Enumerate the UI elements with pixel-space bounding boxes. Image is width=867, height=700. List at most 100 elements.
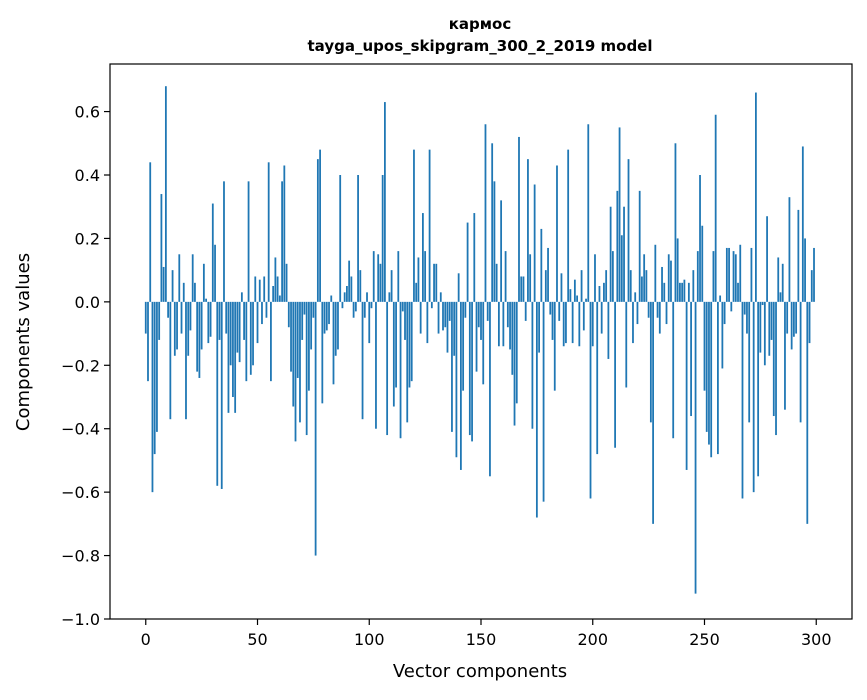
bar-77 <box>316 159 319 302</box>
x-tick-label: 100 <box>354 630 385 649</box>
bar-38 <box>229 301 232 366</box>
y-tick-label: 0.6 <box>75 103 100 122</box>
x-tick-label: 250 <box>689 630 720 649</box>
bar-125 <box>424 251 427 302</box>
bar-288 <box>788 197 791 302</box>
bar-31 <box>214 244 216 302</box>
bar-78 <box>319 149 321 302</box>
bar-224 <box>645 270 648 302</box>
bar-248 <box>699 175 701 302</box>
bar-114 <box>399 301 402 439</box>
bar-216 <box>627 159 630 302</box>
bar-40 <box>234 301 237 413</box>
bar-282 <box>775 301 777 436</box>
bar-274 <box>757 301 760 477</box>
bar-89 <box>343 292 346 302</box>
bar-144 <box>466 222 469 302</box>
bar-128 <box>430 301 433 309</box>
bar-121 <box>415 282 418 302</box>
bar-30 <box>211 203 214 302</box>
bar-117 <box>406 301 409 423</box>
bar-265 <box>737 282 739 302</box>
bar-246 <box>694 301 697 594</box>
bar-159 <box>500 200 503 302</box>
bar-192 <box>573 279 576 302</box>
y-tick-label: −0.4 <box>61 420 100 439</box>
x-tick-label: 150 <box>466 630 497 649</box>
bar-103 <box>375 301 377 429</box>
bar-58 <box>274 257 277 302</box>
bar-21 <box>191 254 194 302</box>
bar-245 <box>692 270 695 302</box>
bar-7 <box>160 194 163 302</box>
bar-280 <box>770 301 773 340</box>
y-axis-label: Components values <box>13 253 34 431</box>
bar-171 <box>527 159 529 302</box>
bar-239 <box>679 282 681 302</box>
bar-244 <box>690 301 692 417</box>
bar-126 <box>426 301 429 344</box>
bar-99 <box>366 292 368 302</box>
bar-148 <box>475 301 478 372</box>
bar-266 <box>739 244 742 302</box>
bar-80 <box>323 301 326 334</box>
bar-149 <box>477 301 480 328</box>
bar-10 <box>167 301 169 318</box>
bar-264 <box>734 254 737 302</box>
bar-218 <box>632 301 634 344</box>
bar-237 <box>674 143 677 302</box>
bar-112 <box>395 301 397 388</box>
bar-12 <box>171 270 174 302</box>
bar-124 <box>422 213 424 302</box>
bar-13 <box>173 301 176 356</box>
y-tick-label: 0.0 <box>75 293 100 312</box>
bar-18 <box>185 301 187 420</box>
bar-229 <box>656 301 659 318</box>
bar-252 <box>708 301 710 445</box>
bar-69 <box>299 301 301 423</box>
bar-152 <box>484 124 487 302</box>
bar-207 <box>607 301 610 359</box>
bar-43 <box>240 292 243 302</box>
bar-127 <box>428 149 431 302</box>
bar-132 <box>439 292 442 302</box>
y-tick-label: −0.8 <box>61 547 100 566</box>
bar-109 <box>388 292 391 302</box>
bar-5 <box>156 301 158 432</box>
bar-135 <box>446 301 449 353</box>
bar-170 <box>524 301 527 321</box>
bar-6 <box>158 301 161 340</box>
bar-66 <box>292 301 295 407</box>
bar-223 <box>643 254 646 302</box>
bar-150 <box>480 301 482 340</box>
x-tick-label: 300 <box>801 630 832 649</box>
bar-47 <box>249 301 252 375</box>
bar-107 <box>384 102 386 302</box>
y-tick-label: −0.2 <box>61 356 100 375</box>
bar-153 <box>486 301 489 321</box>
bar-118 <box>408 301 411 388</box>
bar-2 <box>149 162 152 302</box>
bar-140 <box>457 273 460 302</box>
x-axis-ticks: 0 50 100 150 200 250 300 <box>141 619 832 649</box>
bar-85 <box>334 301 337 356</box>
bar-48 <box>252 301 254 366</box>
bar-186 <box>560 273 563 302</box>
bar-201 <box>594 254 596 302</box>
bar-45 <box>245 301 248 382</box>
bar-79 <box>321 301 324 404</box>
bar-256 <box>717 301 719 455</box>
bar-139 <box>455 301 458 458</box>
bar-182 <box>551 301 554 340</box>
bar-142 <box>462 301 465 391</box>
x-tick-label: 0 <box>141 630 151 649</box>
bar-163 <box>509 301 511 350</box>
chart-subtitle: tayga_upos_skipgram_300_2_2019 model <box>308 37 653 55</box>
bar-178 <box>542 301 545 502</box>
bar-138 <box>453 301 456 356</box>
bar-0 <box>144 301 147 334</box>
bar-230 <box>658 301 661 334</box>
bar-179 <box>544 270 547 302</box>
bar-93 <box>352 301 355 318</box>
bar-143 <box>464 301 467 318</box>
